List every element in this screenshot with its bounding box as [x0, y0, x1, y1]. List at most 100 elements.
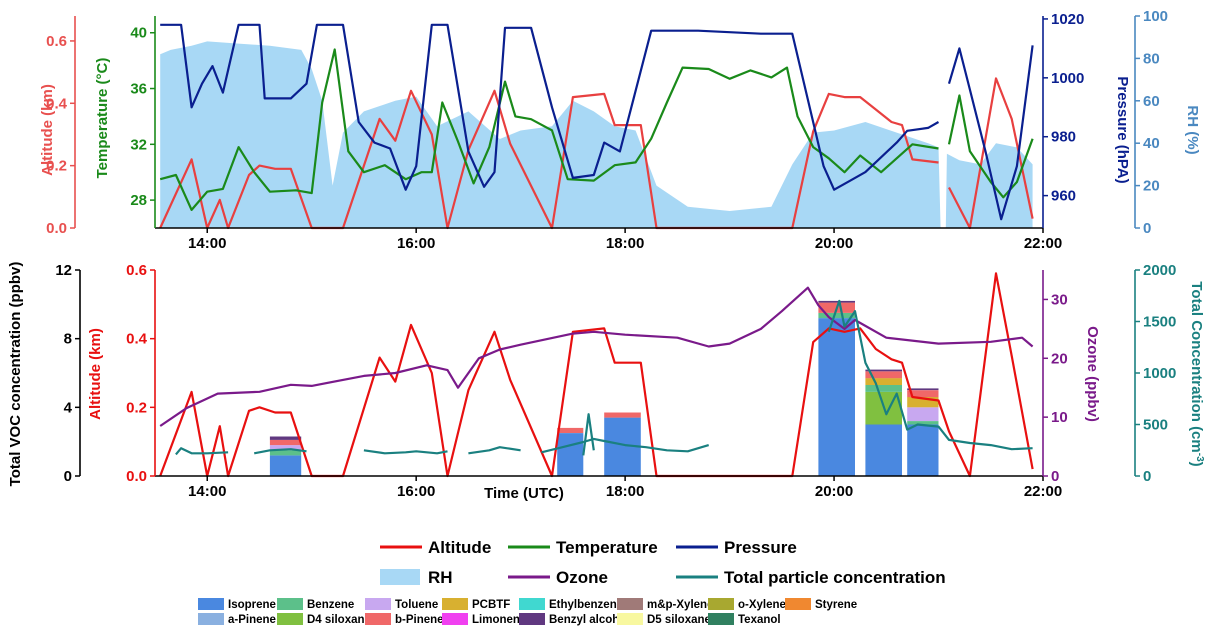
voc-axis-label: Total VOC concentration (ppbv)	[7, 262, 24, 487]
top-chart-panel: 14:00 16:00 18:00 20:00 22:00 0.0 0.2 0.4 0.6 28 3…	[39, 8, 1201, 252]
legend-voc-swatch	[277, 613, 303, 625]
pressure-axis-label: Pressure (hPA)	[1114, 76, 1131, 183]
legend-voc-label: Isoprene	[228, 599, 276, 611]
voc-bar-benzyl-alcohol	[269, 436, 302, 440]
legend-label: Temperature	[556, 538, 658, 557]
series-ozone-line	[159, 286, 1034, 427]
legend-voc-label: D5 siloxane	[647, 614, 711, 626]
y-tick-label: 8	[64, 331, 72, 348]
y-tick-label: 0	[64, 468, 72, 485]
legend-label: Altitude	[428, 538, 491, 557]
y-tick-label: 10	[1051, 409, 1068, 426]
legend-label: Ozone	[556, 568, 608, 587]
particle-axis-label: Total Concentration (cm-3)	[1188, 281, 1206, 466]
y-tick-label: 0.2	[126, 399, 147, 416]
rh-axis-label: RH (%)	[1184, 105, 1201, 154]
x-tick-label: 20:00	[815, 235, 853, 252]
x-tick-label: 16:00	[397, 483, 435, 500]
y-tick-label: 0	[1051, 468, 1059, 485]
y-tick-label: 100	[1143, 8, 1168, 25]
legend-label: Total particle concentration	[724, 568, 946, 587]
y-tick-label: 40	[130, 25, 147, 42]
y-tick-label: 1500	[1143, 314, 1176, 331]
y-tick-label: 980	[1051, 129, 1076, 146]
voc-bar-pcbtf	[907, 397, 939, 408]
legend-voc-swatch	[365, 598, 391, 610]
legend-label: RH	[428, 568, 453, 587]
y-tick-label: 0	[1143, 220, 1151, 237]
voc-bar-isoprene	[865, 424, 902, 476]
series-altitude-line	[159, 272, 1034, 478]
y-tick-label: 0.0	[46, 220, 67, 237]
y-tick-label: 12	[55, 262, 72, 279]
y-tick-label: 28	[130, 192, 147, 209]
voc-bar-benzene	[818, 312, 855, 319]
legend-voc-swatch	[708, 598, 734, 610]
legend-voc-label: b-Pinene	[395, 614, 444, 626]
legend-voc-swatch	[198, 613, 224, 625]
y-tick-label: 1000	[1143, 365, 1176, 382]
legend-voc-swatch	[519, 598, 545, 610]
y-tick-label: 0.6	[46, 33, 67, 50]
series-total-particle-concentration-line	[582, 413, 595, 456]
y-tick-label: 500	[1143, 417, 1168, 434]
y-tick-label: 80	[1143, 50, 1160, 67]
legend-voc-swatch	[617, 598, 643, 610]
legend-voc-swatch	[519, 613, 545, 625]
voc-bar-benzene	[907, 421, 939, 425]
legend-voc-label: a-Pinene	[228, 614, 276, 626]
y-tick-label: 60	[1143, 93, 1160, 110]
legend-voc-swatch	[617, 613, 643, 625]
legend-voc-swatch	[708, 613, 734, 625]
series-pressure-line	[947, 45, 1034, 221]
ozone-axis-label: Ozone (ppbv)	[1084, 326, 1101, 422]
voc-bar-toluene	[907, 407, 939, 421]
x-tick-label: 16:00	[397, 235, 435, 252]
series-temperature-line	[159, 48, 939, 211]
legend-voc-swatch	[198, 598, 224, 610]
series-total-particle-concentration-line	[541, 437, 710, 454]
x-axis-label: Time (UTC)	[484, 485, 564, 502]
voc-bar-benzene	[269, 450, 302, 456]
y-tick-label: 2000	[1143, 262, 1176, 279]
y-tick-label: 20	[1143, 178, 1160, 195]
y-tick-label: 1000	[1051, 70, 1084, 87]
legend-voc-label: D4 siloxane	[307, 614, 371, 626]
temperature-axis-label: Temperature (°C)	[94, 58, 111, 179]
series-total-particle-concentration-line	[468, 446, 521, 455]
legend-voc-label: PCBTF	[472, 599, 510, 611]
x-tick-label: 14:00	[188, 235, 226, 252]
voc-bar-benzyl-alcohol	[907, 388, 939, 391]
voc-bar-b-pinene	[907, 390, 939, 398]
altitude-axis-label: Altitude (km)	[39, 84, 56, 176]
series-total-particle-concentration-line	[827, 299, 1033, 451]
x-tick-label: 14:00	[188, 483, 226, 500]
legend-voc-swatch	[785, 598, 811, 610]
voc-bar-benzene	[865, 385, 902, 392]
legend-voc-label: o-Xylene	[738, 599, 786, 611]
y-tick-label: 0.4	[46, 95, 68, 112]
voc-bar-b-pinene	[604, 412, 641, 418]
legend-voc-label: m&p-Xylene	[647, 599, 713, 611]
legend-swatch	[380, 569, 420, 585]
y-tick-label: 40	[1143, 135, 1160, 152]
legend-voc-label: Texanol	[738, 614, 781, 626]
rh-area	[160, 41, 1033, 229]
voc-bar-b-pinene	[557, 427, 584, 433]
legend-voc-label: Styrene	[815, 599, 857, 611]
voc-bar-b-pinene	[865, 371, 902, 379]
voc-bar-isoprene	[269, 455, 302, 476]
y-tick-label: 0.2	[46, 158, 67, 175]
y-tick-label: 1020	[1051, 11, 1084, 28]
legend-voc-label: Ethylbenzene	[549, 599, 623, 611]
y-tick-label: 36	[130, 81, 147, 98]
voc-bar-isoprene	[818, 318, 855, 476]
y-tick-label: 0.4	[126, 331, 148, 348]
legend-voc-swatch	[442, 598, 468, 610]
x-tick-label: 22:00	[1024, 235, 1062, 252]
legend-voc-label: Benzyl alcohol	[549, 614, 630, 626]
voc-bar-benzyl-alcohol	[865, 369, 902, 372]
legend-label: Pressure	[724, 538, 797, 557]
x-tick-label: 20:00	[815, 483, 853, 500]
